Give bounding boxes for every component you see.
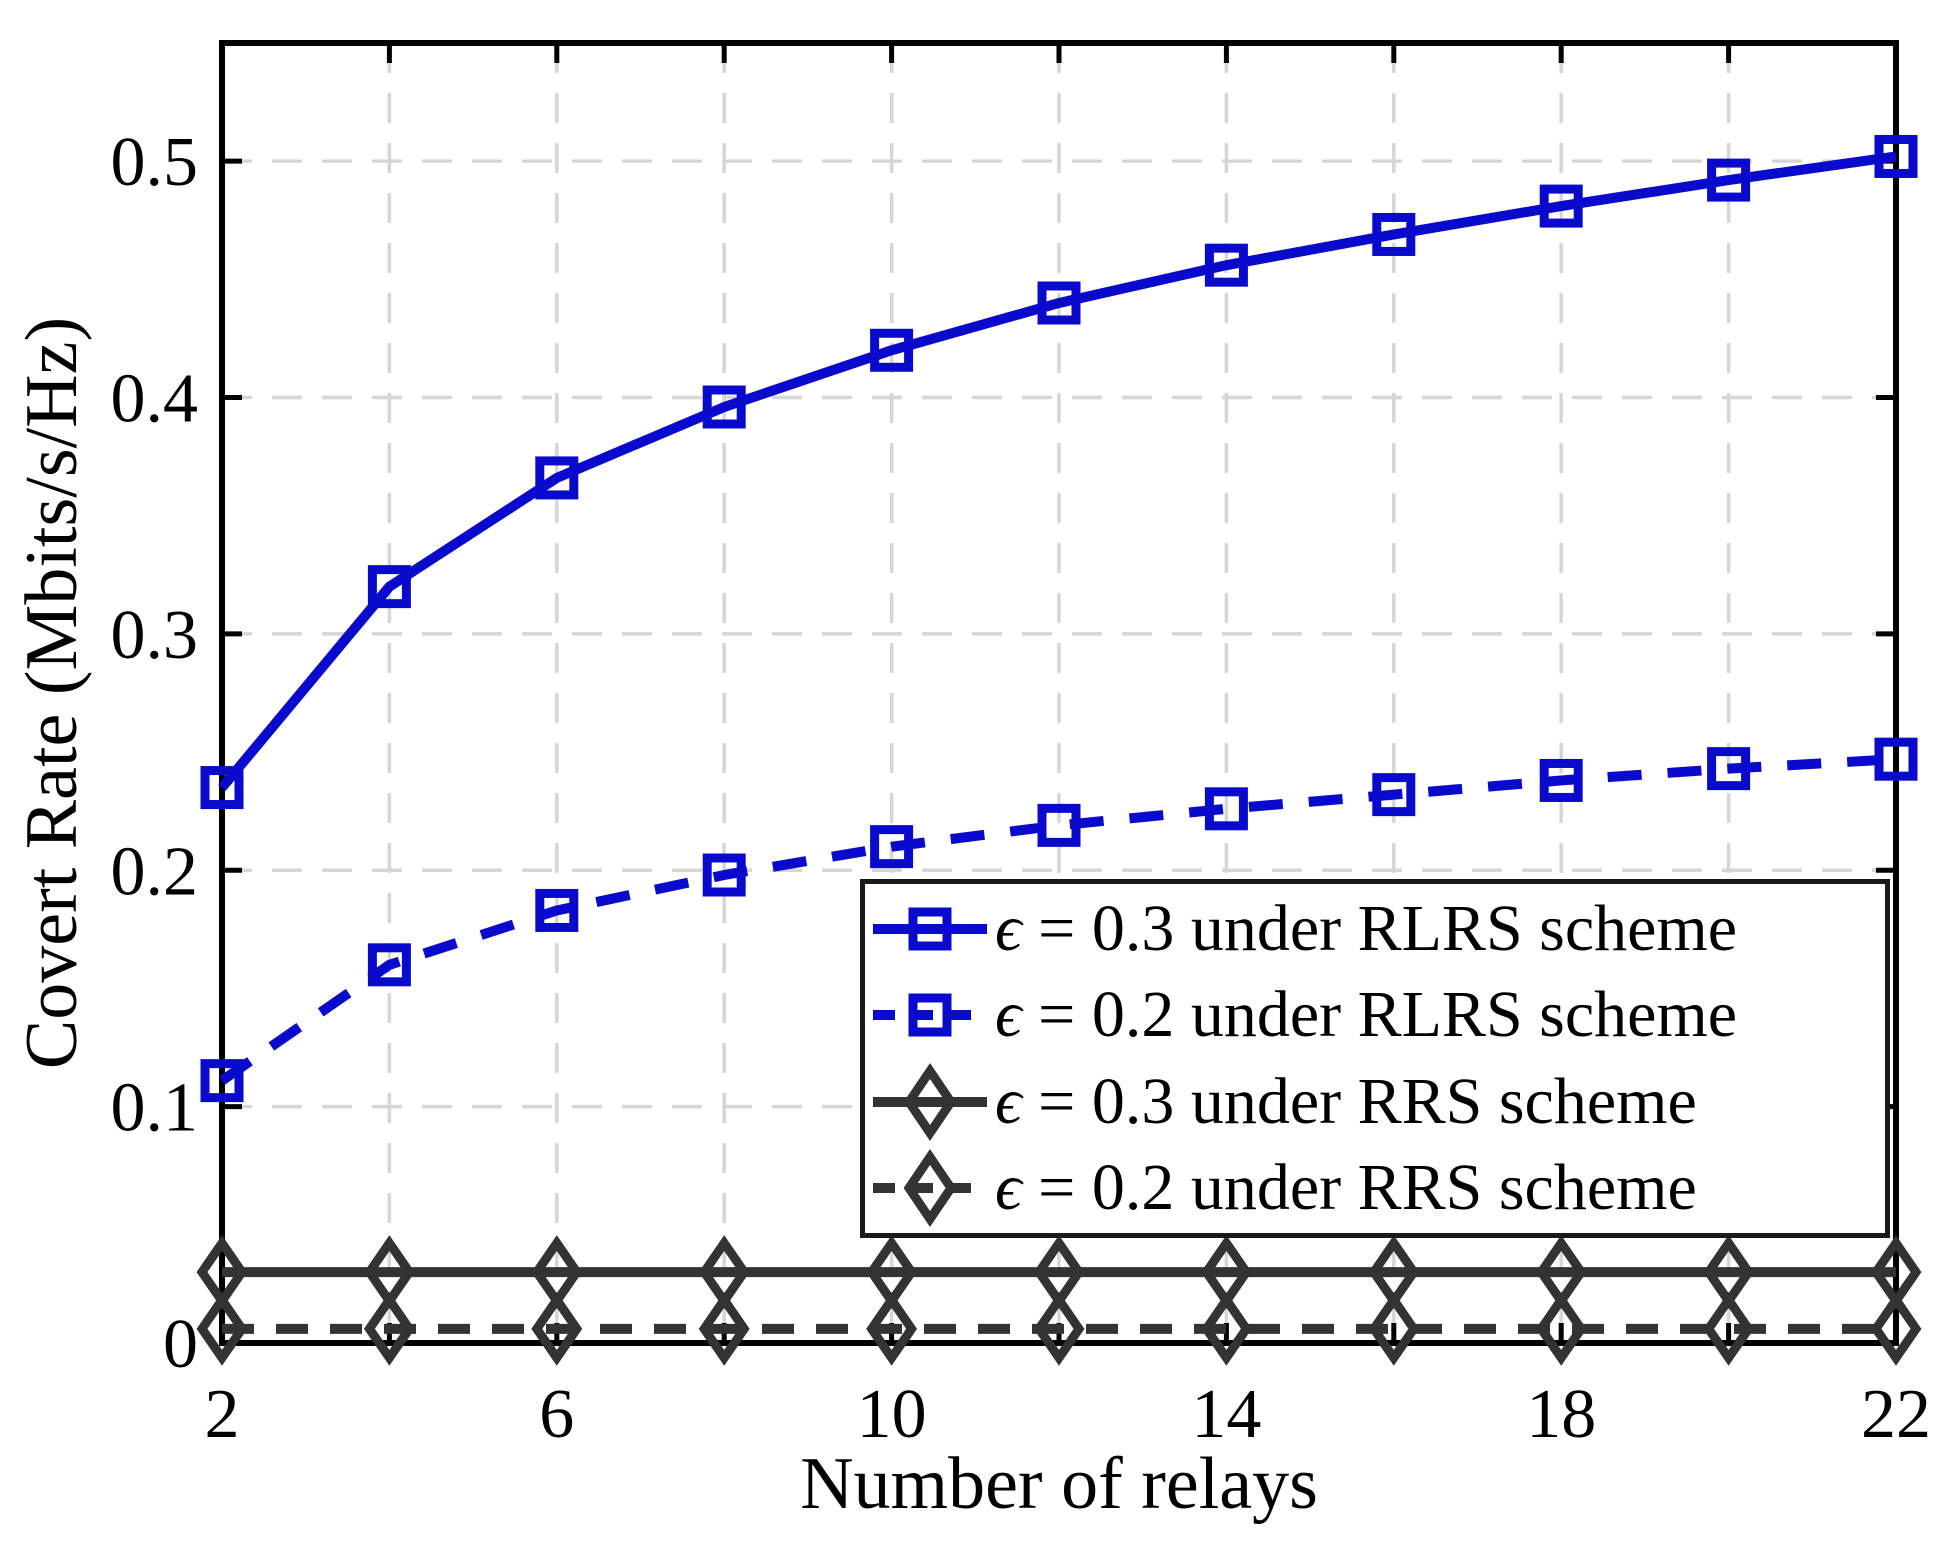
marker-square (1037, 803, 1081, 847)
marker-diamond (196, 1291, 248, 1366)
y-tick-label: 0.4 (111, 361, 199, 438)
legend-epsilon-symbol: ϵ (995, 978, 1022, 1052)
legend-epsilon-symbol: ϵ (995, 1150, 1022, 1224)
legend-item-text: = 0.2 under RLRS scheme (1021, 978, 1738, 1052)
marker-square (1874, 737, 1918, 781)
marker-diamond (1200, 1291, 1252, 1366)
marker-square (1707, 747, 1751, 791)
marker-square (1037, 281, 1081, 325)
marker-diamond (531, 1291, 583, 1366)
legend-swatch-dashedline-diamond-icon (873, 1148, 987, 1227)
y-tick-label: 0 (163, 1306, 198, 1383)
marker-diamond (866, 1291, 918, 1366)
legend-epsilon-symbol: ϵ (995, 892, 1022, 966)
marker-square (702, 853, 746, 897)
marker-square (535, 456, 579, 500)
marker-square (1539, 184, 1583, 228)
legend-item-text: = 0.2 under RRS scheme (1021, 1150, 1697, 1224)
marker-square (702, 385, 746, 429)
x-tick-label: 10 (857, 1376, 927, 1453)
legend: ϵ = 0.3 under RLRS scheme ϵ = 0.2 under … (860, 879, 1890, 1238)
marker-square (1204, 243, 1248, 287)
x-tick-label: 14 (1191, 1376, 1261, 1453)
marker-diamond (1368, 1291, 1420, 1366)
marker-square (870, 825, 914, 869)
y-tick-label: 0.3 (111, 597, 199, 674)
marker-square (1372, 773, 1416, 817)
legend-item-text: = 0.3 under RRS scheme (1021, 1064, 1697, 1138)
marker-square (367, 565, 411, 609)
y-axis-label: Covert Rate (Mbits/s/Hz) (11, 316, 93, 1070)
marker-square (870, 328, 914, 372)
marker-square (535, 888, 579, 932)
marker-diamond (1033, 1291, 1085, 1366)
x-tick-label: 18 (1526, 1376, 1596, 1453)
x-axis-label: Number of relays (800, 1443, 1318, 1525)
marker-square (1372, 212, 1416, 256)
x-tick-label: 2 (205, 1376, 240, 1453)
marker-square (1874, 134, 1918, 178)
marker-square (1707, 158, 1751, 202)
marker-diamond (1703, 1291, 1755, 1366)
legend-epsilon-symbol: ϵ (995, 1064, 1022, 1138)
marker-square (367, 943, 411, 987)
marker-diamond (698, 1291, 750, 1366)
legend-item-eps03-rlrs: ϵ = 0.3 under RLRS scheme (865, 886, 1885, 972)
x-tick-label: 6 (539, 1376, 574, 1453)
marker-square (1539, 758, 1583, 802)
y-tick-label: 0.1 (111, 1070, 199, 1147)
legend-swatch-dashedline-square-icon (873, 993, 987, 1037)
x-tick-label: 22 (1861, 1376, 1931, 1453)
y-tick-label: 0.5 (111, 124, 199, 201)
legend-swatch-line-diamond-icon (873, 1062, 987, 1141)
legend-item-text: = 0.3 under RLRS scheme (1021, 892, 1738, 966)
marker-diamond (363, 1291, 415, 1366)
series-line-eps-0.3-rlrs (218, 151, 1897, 791)
y-tick-label: 0.2 (111, 833, 199, 910)
marker-diamond (1535, 1291, 1587, 1366)
marker-square (200, 1059, 244, 1103)
marker-square (1204, 787, 1248, 831)
legend-item-eps02-rrs: ϵ = 0.2 under RRS scheme (865, 1145, 1885, 1231)
marker-diamond (1870, 1291, 1922, 1366)
legend-swatch-line-square-icon (873, 907, 987, 951)
legend-item-eps02-rlrs: ϵ = 0.2 under RLRS scheme (865, 972, 1885, 1058)
series-line-eps-0.2-rlrs (219, 754, 1897, 1085)
legend-item-eps03-rrs: ϵ = 0.3 under RRS scheme (865, 1059, 1885, 1145)
marker-square (200, 766, 244, 810)
